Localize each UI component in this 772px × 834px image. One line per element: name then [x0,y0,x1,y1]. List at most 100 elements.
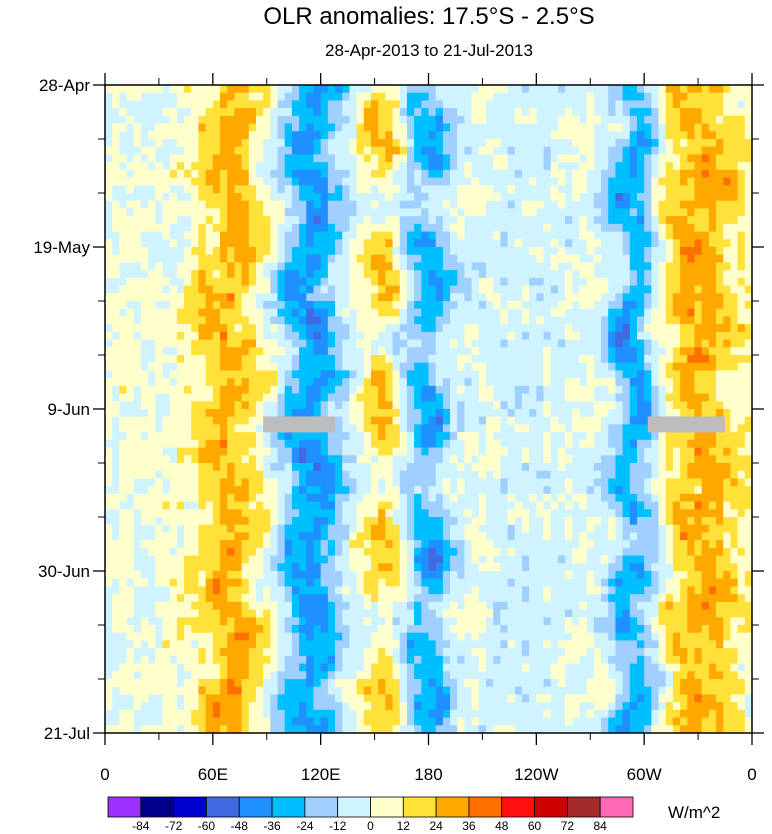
heatmap-cell [162,146,171,155]
heatmap-cell [363,509,372,518]
heatmap-cell [212,385,221,394]
heatmap-cell [349,401,358,410]
heatmap-cell [241,717,250,726]
heatmap-cell [176,709,185,718]
heatmap-cell [478,416,487,425]
heatmap-cell [356,177,365,186]
heatmap-cell [450,547,458,556]
heatmap-cell [220,640,228,649]
heatmap-cell [471,131,480,140]
heatmap-cell [291,679,300,688]
heatmap-cell [313,100,322,109]
heatmap-cell [414,679,422,688]
heatmap-cell [320,385,329,394]
heatmap-cell [133,308,142,317]
heatmap-cell [284,524,293,533]
heatmap-cell [176,463,185,472]
heatmap-cell [299,663,307,672]
heatmap-cell [306,301,314,310]
heatmap-cell [421,578,429,587]
heatmap-cell [406,177,415,186]
heatmap-cell [263,216,271,225]
heatmap-cell [299,555,307,564]
heatmap-cell [521,115,530,124]
heatmap-cell [392,632,401,641]
heatmap-cell [486,686,494,695]
heatmap-cell [191,355,199,364]
heatmap-cell [284,578,293,587]
heatmap-cell [521,493,530,502]
heatmap-cell [148,123,156,132]
heatmap-cell [349,671,358,680]
heatmap-cell [306,555,314,564]
heatmap-cell [148,169,156,178]
heatmap-cell [406,169,415,178]
heatmap-cell [148,362,156,371]
heatmap-cell [471,378,480,387]
heatmap-cell [521,378,530,387]
heatmap-cell [270,301,278,310]
heatmap-cell [140,571,149,580]
heatmap-cell [327,486,336,495]
heatmap-cell [392,231,401,240]
heatmap-cell [205,200,214,209]
heatmap-cell [148,439,156,448]
heatmap-cell [105,655,113,664]
heatmap-cell [198,200,207,209]
heatmap-cell [320,169,329,178]
heatmap-cell [313,439,322,448]
heatmap-cell [248,463,257,472]
heatmap-cell [313,316,322,325]
heatmap-cell [356,385,365,394]
heatmap-cell [112,231,120,240]
heatmap-cell [507,563,516,572]
heatmap-cell [140,169,149,178]
heatmap-cell [277,324,286,333]
heatmap-cell [277,648,286,657]
heatmap-cell [356,216,365,225]
heatmap-cell [112,625,120,634]
heatmap-cell [277,547,286,556]
heatmap-cell [464,409,473,418]
heatmap-cell [450,717,458,726]
heatmap-cell [356,594,365,603]
heatmap-cell [248,293,257,302]
heatmap-cell [155,216,163,225]
heatmap-cell [514,208,523,217]
heatmap-cell [421,100,429,109]
heatmap-cell [514,416,523,425]
heatmap-cell [457,393,465,402]
heatmap-cell [414,316,422,325]
heatmap-cell [198,663,207,672]
heatmap-cell [442,547,451,556]
heatmap-cell [471,655,480,664]
heatmap-cell [478,532,487,541]
heatmap-cell [162,709,171,718]
heatmap-cell [464,108,473,117]
heatmap-cell [105,331,113,340]
heatmap-cell [291,463,300,472]
heatmap-cell [428,648,437,657]
heatmap-cell [349,85,358,94]
heatmap-cell [442,493,451,502]
heatmap-cell [277,439,286,448]
heatmap-cell [414,509,422,518]
heatmap-cell [105,617,113,626]
heatmap-cell [442,679,451,688]
heatmap-cell [342,532,350,541]
heatmap-cell [155,293,163,302]
heatmap-cell [399,108,408,117]
heatmap-cell [428,154,437,163]
heatmap-cell [162,478,171,487]
heatmap-cell [162,578,171,587]
heatmap-cell [205,702,214,711]
heatmap-cell [291,316,300,325]
heatmap-cell [270,185,278,194]
heatmap-cell [378,524,386,533]
heatmap-cell [299,285,307,294]
heatmap-cell [399,231,408,240]
heatmap-cell [335,85,343,94]
heatmap-cell [457,216,465,225]
heatmap-cell [140,92,149,101]
heatmap-cell [263,640,271,649]
